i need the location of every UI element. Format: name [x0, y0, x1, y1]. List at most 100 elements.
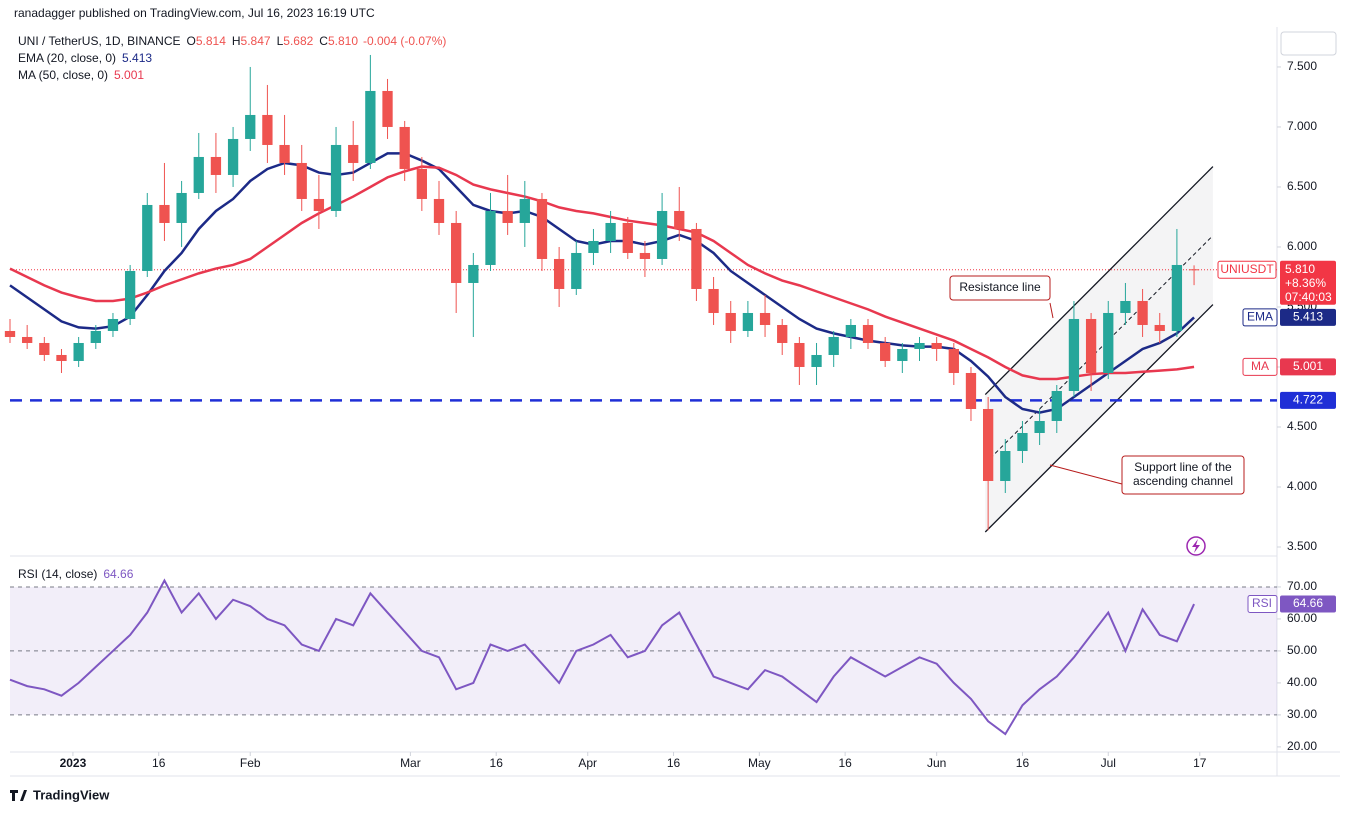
candle-body — [897, 348, 908, 361]
candle-body — [1085, 318, 1097, 373]
candle-body — [880, 342, 891, 361]
candle-body — [1103, 312, 1114, 373]
level-label: 4.722 — [1293, 393, 1323, 407]
x-tick-label: May — [748, 756, 771, 770]
x-tick-label: 16 — [490, 756, 504, 770]
y-tick-label: 6.500 — [1287, 179, 1317, 193]
candle-body — [159, 204, 170, 223]
candle-body — [4, 330, 16, 337]
candle-body — [107, 318, 119, 331]
candle-body — [828, 336, 839, 355]
x-tick-label: 2023 — [60, 756, 87, 770]
level-badge — [1280, 391, 1336, 409]
candle-body — [485, 210, 496, 265]
candle-body — [811, 354, 822, 367]
brand: TradingView — [33, 787, 110, 802]
annotation-arrow — [1049, 464, 1123, 485]
countdown: 07:40:03 — [1285, 290, 1332, 304]
candle-body — [22, 336, 33, 343]
candle-body — [348, 144, 359, 163]
ohlc-value: 5.682 — [283, 34, 313, 48]
y-tick-label: 6.000 — [1287, 239, 1317, 253]
candle-body — [56, 354, 67, 361]
indicator-badge — [1280, 358, 1336, 376]
candle-body — [124, 270, 136, 319]
candle-body — [90, 330, 101, 343]
annotation-box — [949, 275, 1051, 301]
candle-body — [1120, 300, 1131, 313]
indicator-legend: EMA (20, close, 0) 5.413 — [18, 51, 152, 65]
candle-body — [588, 240, 599, 253]
indicator-name-badge — [1247, 595, 1278, 614]
candle-body — [502, 210, 513, 223]
candle-body — [948, 348, 959, 373]
candle-body — [725, 312, 736, 331]
y-tick-label: 3.500 — [1287, 539, 1317, 553]
scale-button[interactable] — [1280, 31, 1337, 56]
candle-body — [382, 90, 393, 127]
candle-body — [622, 222, 633, 253]
candle-body — [262, 114, 273, 145]
change: -0.004 (-0.07%) — [363, 34, 446, 48]
candle-body — [794, 342, 805, 367]
annotation-box — [1121, 455, 1245, 495]
indicator-legend: RSI (14, close) 64.66 — [18, 567, 134, 581]
indicator-badge — [1280, 595, 1336, 613]
candle-body — [777, 324, 788, 343]
x-tick-label: 16 — [667, 756, 681, 770]
indicator-badge-label: 5.413 — [1293, 310, 1323, 324]
candle-body — [1034, 420, 1045, 433]
symbol-badge — [1217, 260, 1277, 279]
candle-body — [982, 408, 994, 481]
indicator-name-badge — [1242, 308, 1278, 327]
y-tick-label: 70.00 — [1287, 579, 1317, 593]
publisher: ranadagger published on TradingView.com,… — [14, 6, 375, 20]
candle-body — [193, 156, 204, 193]
symbol: UNI / TetherUS, 1D, BINANCE — [18, 34, 181, 48]
indicator-name-badge — [1242, 357, 1278, 376]
indicator-legend: MA (50, close, 0) 5.001 — [18, 68, 144, 82]
annotation-text: Support line of the — [1134, 460, 1232, 474]
candle-body — [931, 342, 942, 349]
indicator-value: 5.001 — [114, 68, 144, 82]
candle-body — [1017, 432, 1028, 451]
indicator-value: 64.66 — [103, 567, 133, 581]
candle-body — [279, 144, 290, 163]
channel-lower — [984, 304, 1214, 533]
candle-body — [399, 126, 410, 169]
y-tick-label: 30.00 — [1287, 707, 1317, 721]
candle-body — [142, 204, 153, 271]
x-tick-label: 16 — [1016, 756, 1030, 770]
y-tick-label: 50.00 — [1287, 643, 1317, 657]
ohlc-key: O — [187, 34, 196, 48]
candle-body — [1188, 269, 1200, 271]
indicator-line — [9, 165, 1195, 381]
x-tick-label: Jul — [1101, 756, 1116, 770]
candle-body — [845, 324, 857, 337]
candle-body — [553, 258, 565, 289]
candle-body — [742, 312, 754, 331]
ohlc-value: 5.814 — [196, 34, 226, 48]
ohlc-key: H — [232, 34, 241, 48]
candle-body — [451, 222, 462, 283]
candle-body — [759, 312, 771, 325]
indicator-name-label: RSI — [1252, 596, 1272, 610]
candle-body — [313, 198, 325, 211]
ohlc-key: L — [277, 34, 284, 48]
y-tick-label: 4.000 — [1287, 479, 1317, 493]
x-tick-label: Mar — [400, 756, 421, 770]
candle-body — [1137, 300, 1148, 325]
ohlc-value: 5.810 — [328, 34, 358, 48]
candle-body — [365, 90, 376, 163]
tradingview-logo — [10, 790, 27, 801]
candle-body — [296, 162, 307, 199]
y-tick-label: 7.000 — [1287, 119, 1317, 133]
annotation-text: ascending channel — [1133, 474, 1233, 488]
indicator-name-label: MA — [1251, 359, 1269, 373]
candle-body — [571, 252, 582, 289]
candle-body — [536, 198, 548, 259]
candle-body — [1171, 264, 1183, 331]
candle-body — [416, 168, 427, 199]
